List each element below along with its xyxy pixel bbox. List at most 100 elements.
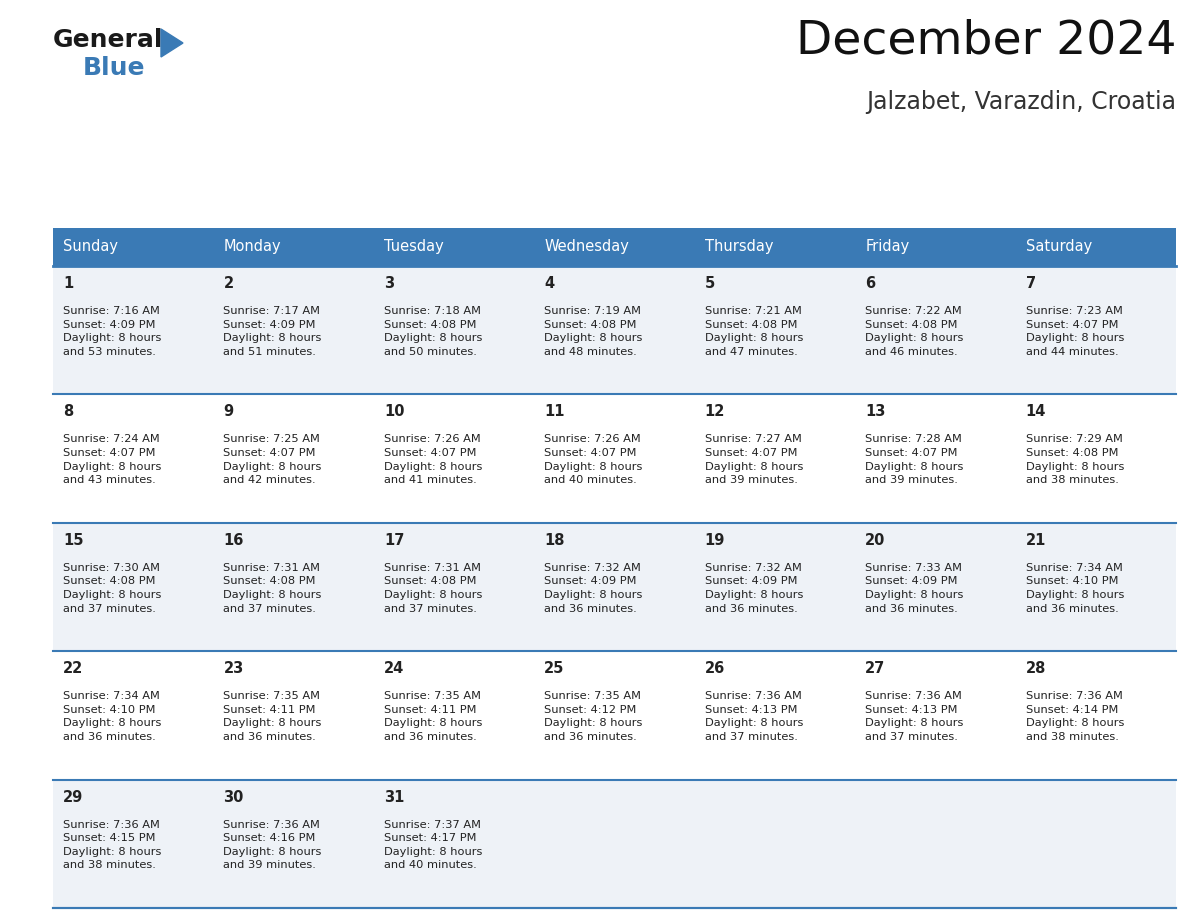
Bar [1016,266,1176,395]
Bar [535,651,695,779]
Text: Sunrise: 7:36 AM
Sunset: 4:15 PM
Daylight: 8 hours
and 38 minutes.: Sunrise: 7:36 AM Sunset: 4:15 PM Dayligh… [63,820,162,870]
Text: Monday: Monday [223,240,282,254]
Text: 15: 15 [63,532,83,548]
Bar [855,779,1016,908]
Text: Sunrise: 7:35 AM
Sunset: 4:11 PM
Daylight: 8 hours
and 36 minutes.: Sunrise: 7:35 AM Sunset: 4:11 PM Dayligh… [384,691,482,742]
Bar [1016,522,1176,651]
Text: 13: 13 [865,405,885,420]
Text: 19: 19 [704,532,725,548]
Bar [53,266,214,395]
Bar [1016,779,1176,908]
Bar [695,651,855,779]
Text: 4: 4 [544,276,555,291]
Bar [53,651,214,779]
Bar [855,228,1016,266]
Text: 24: 24 [384,661,404,677]
Text: 6: 6 [865,276,876,291]
Text: Sunrise: 7:37 AM
Sunset: 4:17 PM
Daylight: 8 hours
and 40 minutes.: Sunrise: 7:37 AM Sunset: 4:17 PM Dayligh… [384,820,482,870]
Bar [214,395,374,522]
Text: Sunrise: 7:28 AM
Sunset: 4:07 PM
Daylight: 8 hours
and 39 minutes.: Sunrise: 7:28 AM Sunset: 4:07 PM Dayligh… [865,434,963,486]
Text: Sunrise: 7:27 AM
Sunset: 4:07 PM
Daylight: 8 hours
and 39 minutes.: Sunrise: 7:27 AM Sunset: 4:07 PM Dayligh… [704,434,803,486]
Bar [1016,228,1176,266]
Bar [374,266,535,395]
Text: 2: 2 [223,276,234,291]
Text: Sunrise: 7:24 AM
Sunset: 4:07 PM
Daylight: 8 hours
and 43 minutes.: Sunrise: 7:24 AM Sunset: 4:07 PM Dayligh… [63,434,162,486]
Text: Sunrise: 7:22 AM
Sunset: 4:08 PM
Daylight: 8 hours
and 46 minutes.: Sunrise: 7:22 AM Sunset: 4:08 PM Dayligh… [865,306,963,357]
Bar [1016,395,1176,522]
Text: 9: 9 [223,405,234,420]
Text: 10: 10 [384,405,404,420]
Bar [214,651,374,779]
Text: Sunrise: 7:26 AM
Sunset: 4:07 PM
Daylight: 8 hours
and 41 minutes.: Sunrise: 7:26 AM Sunset: 4:07 PM Dayligh… [384,434,482,486]
Text: Sunrise: 7:18 AM
Sunset: 4:08 PM
Daylight: 8 hours
and 50 minutes.: Sunrise: 7:18 AM Sunset: 4:08 PM Dayligh… [384,306,482,357]
Text: Sunrise: 7:36 AM
Sunset: 4:13 PM
Daylight: 8 hours
and 37 minutes.: Sunrise: 7:36 AM Sunset: 4:13 PM Dayligh… [704,691,803,742]
Bar [695,522,855,651]
Text: Sunrise: 7:23 AM
Sunset: 4:07 PM
Daylight: 8 hours
and 44 minutes.: Sunrise: 7:23 AM Sunset: 4:07 PM Dayligh… [1025,306,1124,357]
Bar [374,779,535,908]
Bar [214,228,374,266]
Text: 27: 27 [865,661,885,677]
Bar [374,395,535,522]
Bar [535,228,695,266]
Text: Sunrise: 7:16 AM
Sunset: 4:09 PM
Daylight: 8 hours
and 53 minutes.: Sunrise: 7:16 AM Sunset: 4:09 PM Dayligh… [63,306,162,357]
Text: General: General [53,28,164,52]
Text: Sunrise: 7:32 AM
Sunset: 4:09 PM
Daylight: 8 hours
and 36 minutes.: Sunrise: 7:32 AM Sunset: 4:09 PM Dayligh… [704,563,803,613]
Bar [695,779,855,908]
Polygon shape [162,29,183,57]
Text: 3: 3 [384,276,394,291]
Text: 12: 12 [704,405,725,420]
Text: 11: 11 [544,405,564,420]
Text: 31: 31 [384,789,404,804]
Text: Sunrise: 7:36 AM
Sunset: 4:13 PM
Daylight: 8 hours
and 37 minutes.: Sunrise: 7:36 AM Sunset: 4:13 PM Dayligh… [865,691,963,742]
Text: Saturday: Saturday [1025,240,1092,254]
Bar [374,228,535,266]
Text: 7: 7 [1025,276,1036,291]
Bar [53,228,214,266]
Bar [374,522,535,651]
Bar [214,266,374,395]
Bar [535,395,695,522]
Text: December 2024: December 2024 [796,18,1176,63]
Text: Sunrise: 7:33 AM
Sunset: 4:09 PM
Daylight: 8 hours
and 36 minutes.: Sunrise: 7:33 AM Sunset: 4:09 PM Dayligh… [865,563,963,613]
Text: Sunrise: 7:26 AM
Sunset: 4:07 PM
Daylight: 8 hours
and 40 minutes.: Sunrise: 7:26 AM Sunset: 4:07 PM Dayligh… [544,434,643,486]
Bar [535,779,695,908]
Text: Tuesday: Tuesday [384,240,443,254]
Bar [1016,651,1176,779]
Text: Sunrise: 7:17 AM
Sunset: 4:09 PM
Daylight: 8 hours
and 51 minutes.: Sunrise: 7:17 AM Sunset: 4:09 PM Dayligh… [223,306,322,357]
Text: Jalzabet, Varazdin, Croatia: Jalzabet, Varazdin, Croatia [866,90,1176,114]
Bar [535,266,695,395]
Text: 14: 14 [1025,405,1045,420]
Text: Friday: Friday [865,240,909,254]
Text: Sunrise: 7:34 AM
Sunset: 4:10 PM
Daylight: 8 hours
and 36 minutes.: Sunrise: 7:34 AM Sunset: 4:10 PM Dayligh… [1025,563,1124,613]
Text: Sunday: Sunday [63,240,118,254]
Bar [53,779,214,908]
Text: 1: 1 [63,276,74,291]
Text: Sunrise: 7:36 AM
Sunset: 4:16 PM
Daylight: 8 hours
and 39 minutes.: Sunrise: 7:36 AM Sunset: 4:16 PM Dayligh… [223,820,322,870]
Bar [855,522,1016,651]
Text: 22: 22 [63,661,83,677]
Text: Thursday: Thursday [704,240,773,254]
Bar [53,522,214,651]
Text: Sunrise: 7:31 AM
Sunset: 4:08 PM
Daylight: 8 hours
and 37 minutes.: Sunrise: 7:31 AM Sunset: 4:08 PM Dayligh… [223,563,322,613]
Text: Sunrise: 7:21 AM
Sunset: 4:08 PM
Daylight: 8 hours
and 47 minutes.: Sunrise: 7:21 AM Sunset: 4:08 PM Dayligh… [704,306,803,357]
Text: 5: 5 [704,276,715,291]
Text: 18: 18 [544,532,564,548]
Bar [214,779,374,908]
Text: Sunrise: 7:34 AM
Sunset: 4:10 PM
Daylight: 8 hours
and 36 minutes.: Sunrise: 7:34 AM Sunset: 4:10 PM Dayligh… [63,691,162,742]
Bar [855,395,1016,522]
Bar [695,266,855,395]
Text: Wednesday: Wednesday [544,240,630,254]
Text: Sunrise: 7:32 AM
Sunset: 4:09 PM
Daylight: 8 hours
and 36 minutes.: Sunrise: 7:32 AM Sunset: 4:09 PM Dayligh… [544,563,643,613]
Bar [53,395,214,522]
Text: 8: 8 [63,405,74,420]
Text: Sunrise: 7:31 AM
Sunset: 4:08 PM
Daylight: 8 hours
and 37 minutes.: Sunrise: 7:31 AM Sunset: 4:08 PM Dayligh… [384,563,482,613]
Text: Sunrise: 7:36 AM
Sunset: 4:14 PM
Daylight: 8 hours
and 38 minutes.: Sunrise: 7:36 AM Sunset: 4:14 PM Dayligh… [1025,691,1124,742]
Bar [695,228,855,266]
Text: Sunrise: 7:25 AM
Sunset: 4:07 PM
Daylight: 8 hours
and 42 minutes.: Sunrise: 7:25 AM Sunset: 4:07 PM Dayligh… [223,434,322,486]
Text: 29: 29 [63,789,83,804]
Text: Blue: Blue [83,56,145,80]
Text: 26: 26 [704,661,725,677]
Bar [855,651,1016,779]
Text: Sunrise: 7:30 AM
Sunset: 4:08 PM
Daylight: 8 hours
and 37 minutes.: Sunrise: 7:30 AM Sunset: 4:08 PM Dayligh… [63,563,162,613]
Text: Sunrise: 7:29 AM
Sunset: 4:08 PM
Daylight: 8 hours
and 38 minutes.: Sunrise: 7:29 AM Sunset: 4:08 PM Dayligh… [1025,434,1124,486]
